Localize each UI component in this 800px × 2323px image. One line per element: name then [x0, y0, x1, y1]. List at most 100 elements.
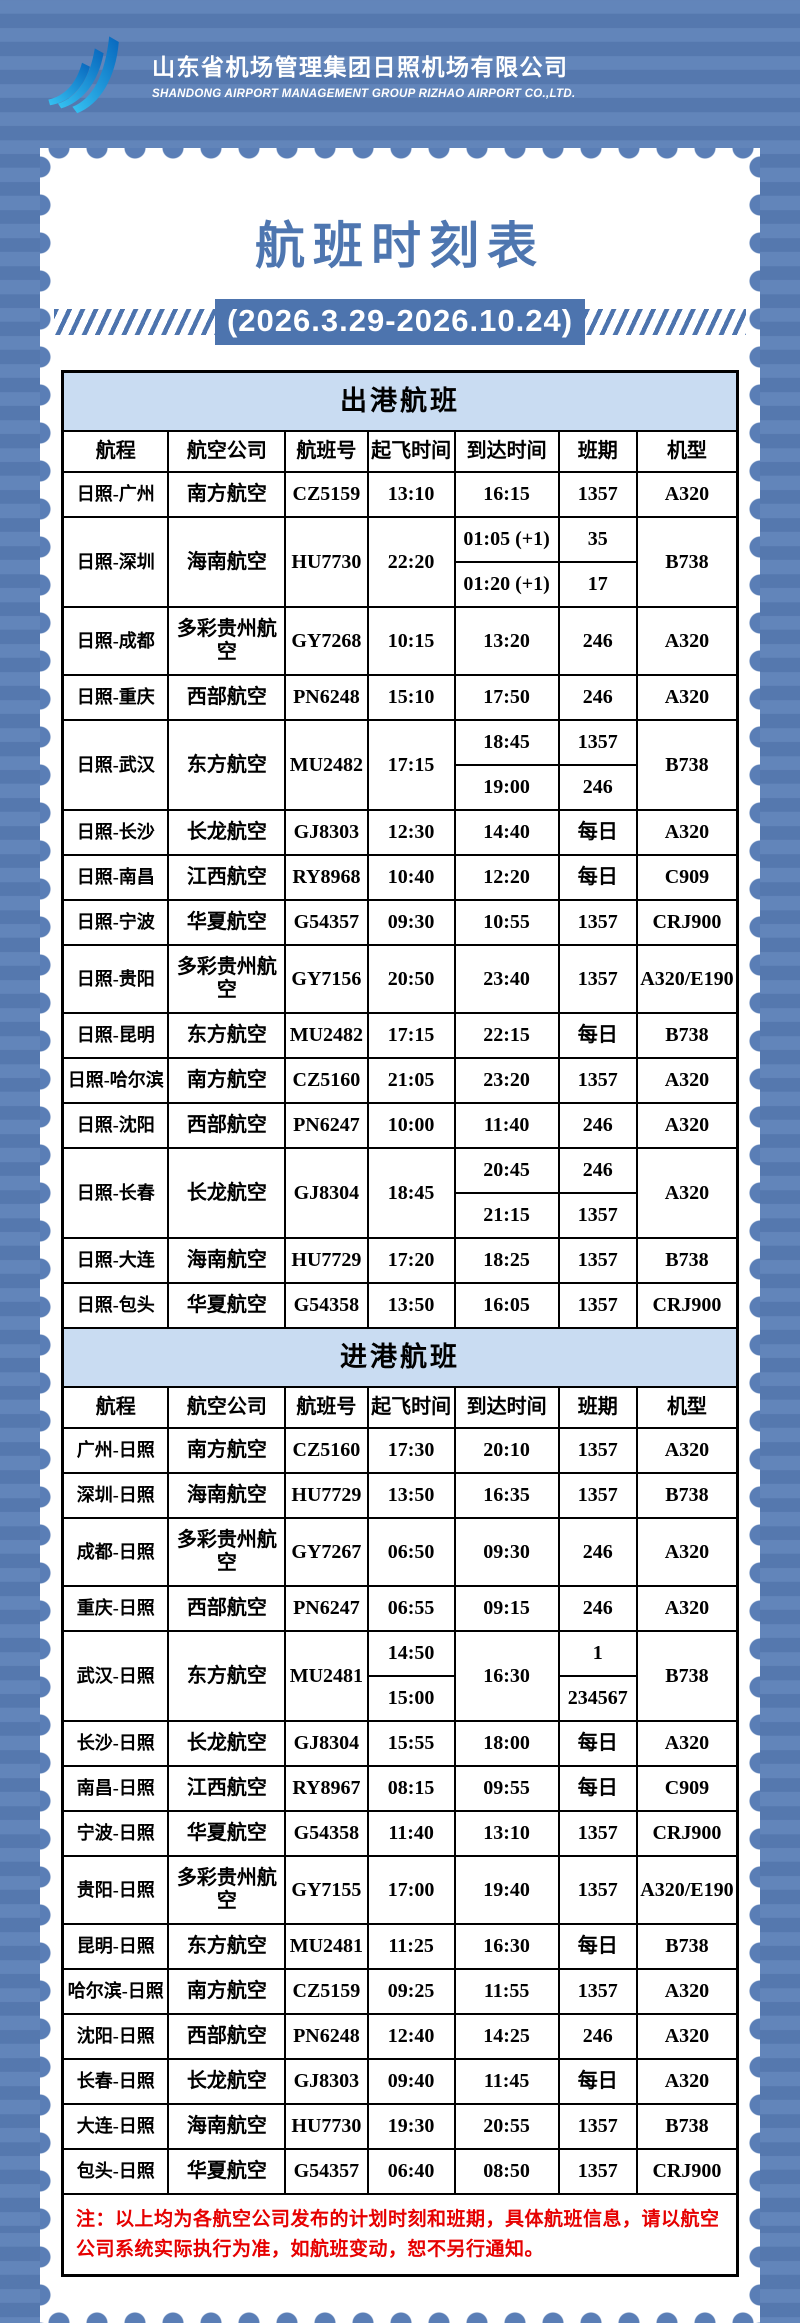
cell-aircraft: CRJ900 — [635, 1282, 739, 1330]
cell-aircraft: B738 — [635, 2103, 739, 2151]
cell-arrival-time: 09:55 — [453, 1765, 560, 1813]
cell-airline: 西部航空 — [167, 1585, 287, 1633]
cell-aircraft: A320 — [635, 1517, 739, 1588]
cell-days: 每日 — [557, 1765, 638, 1813]
cell-days: 1357 — [557, 1472, 638, 1520]
cell-aircraft: A320 — [635, 471, 739, 519]
cell-arrival-time: 16:30 — [453, 1630, 560, 1723]
cell-days: 246 — [557, 764, 638, 812]
column-header: 航空公司 — [167, 1386, 287, 1430]
cell-departure-time: 17:15 — [366, 1012, 456, 1060]
table-row: 日照-长春 长龙航空 GJ8304 18:45 20:45 246 A320 — [61, 1147, 739, 1240]
cell-flight-number: CZ5160 — [284, 1057, 369, 1105]
cell-airline: 西部航空 — [167, 2013, 287, 2061]
cell-flight-number: RY8968 — [284, 854, 369, 902]
column-header: 班期 — [557, 430, 638, 474]
cell-days: 每日 — [557, 854, 638, 902]
cell-aircraft: B738 — [635, 719, 739, 812]
cell-departure-time: 15:10 — [366, 674, 456, 722]
cell-departure-time: 09:30 — [366, 899, 456, 947]
table-row: 日照-沈阳 西部航空 PN6247 10:00 11:40 246 A320 — [61, 1102, 739, 1150]
cell-departure-time: 17:15 — [366, 719, 456, 812]
cell-aircraft: A320 — [635, 674, 739, 722]
cell-arrival-time: 14:25 — [453, 2013, 560, 2061]
cell-route: 日照-武汉 — [61, 719, 170, 812]
cell-arrival-time: 18:25 — [453, 1237, 560, 1285]
cell-departure-time: 19:30 — [366, 2103, 456, 2151]
column-header: 航班号 — [284, 1386, 369, 1430]
cell-departure-time: 12:40 — [366, 2013, 456, 2061]
cell-aircraft: A320 — [635, 1968, 739, 2016]
cell-days: 1357 — [557, 471, 638, 519]
cell-route: 日照-深圳 — [61, 516, 170, 609]
cell-route: 昆明-日照 — [61, 1923, 170, 1971]
cell-airline: 海南航空 — [167, 1472, 287, 1520]
cell-airline: 江西航空 — [167, 854, 287, 902]
cell-route: 广州-日照 — [61, 1427, 170, 1475]
cell-arrival-time: 17:50 — [453, 674, 560, 722]
cell-flight-number: PN6247 — [284, 1102, 369, 1150]
cell-aircraft: C909 — [635, 1765, 739, 1813]
column-header: 航班号 — [284, 430, 369, 474]
cell-arrival-time: 11:40 — [453, 1102, 560, 1150]
cell-flight-number: MU2482 — [284, 1012, 369, 1060]
cell-route: 沈阳-日照 — [61, 2013, 170, 2061]
cell-airline: 华夏航空 — [167, 1810, 287, 1858]
cell-departure-time: 08:15 — [366, 1765, 456, 1813]
cell-airline: 东方航空 — [167, 1012, 287, 1060]
cell-flight-number: HU7730 — [284, 2103, 369, 2151]
cell-arrival-time: 18:00 — [453, 1720, 560, 1768]
table-row: 日照-大连 海南航空 HU7729 17:20 18:25 1357 B738 — [61, 1237, 739, 1285]
cell-arrival-time: 20:10 — [453, 1427, 560, 1475]
cell-airline: 长龙航空 — [167, 1720, 287, 1768]
company-name-en: SHANDONG AIRPORT MANAGEMENT GROUP RIZHAO… — [152, 88, 576, 100]
cell-departure-time: 10:00 — [366, 1102, 456, 1150]
cell-days: 1 — [557, 1630, 638, 1678]
cell-flight-number: CZ5159 — [284, 471, 369, 519]
cell-airline: 多彩贵州航空 — [167, 1855, 287, 1926]
cell-flight-number: PN6248 — [284, 2013, 369, 2061]
cell-route: 日照-南昌 — [61, 854, 170, 902]
cell-route: 日照-昆明 — [61, 1012, 170, 1060]
cell-route: 深圳-日照 — [61, 1472, 170, 1520]
cell-flight-number: RY8967 — [284, 1765, 369, 1813]
table-row: 南昌-日照 江西航空 RY8967 08:15 09:55 每日 C909 — [61, 1765, 739, 1813]
table-row: 日照-包头 华夏航空 G54358 13:50 16:05 1357 CRJ900 — [61, 1282, 739, 1330]
cell-days: 每日 — [557, 809, 638, 857]
cell-aircraft: A320/E190 — [635, 944, 739, 1015]
cell-flight-number: GJ8304 — [284, 1147, 369, 1240]
cell-departure-time: 17:30 — [366, 1427, 456, 1475]
cell-departure-time: 22:20 — [366, 516, 456, 609]
cell-aircraft: C909 — [635, 854, 739, 902]
cell-route: 日照-长沙 — [61, 809, 170, 857]
table-row: 广州-日照 南方航空 CZ5160 17:30 20:10 1357 A320 — [61, 1427, 739, 1475]
cell-departure-time: 17:20 — [366, 1237, 456, 1285]
cell-flight-number: GY7155 — [284, 1855, 369, 1926]
cell-route: 日照-广州 — [61, 471, 170, 519]
cell-departure-time: 11:40 — [366, 1810, 456, 1858]
cell-days: 1357 — [557, 2148, 638, 2196]
company-name-cn: 山东省机场管理集团日照机场有限公司 — [152, 54, 569, 80]
cell-airline: 长龙航空 — [167, 2058, 287, 2106]
cell-airline: 东方航空 — [167, 719, 287, 812]
cell-flight-number: G54357 — [284, 2148, 369, 2196]
cell-aircraft: B738 — [635, 1923, 739, 1971]
timetable-body: 出港航班 航程 航空公司 航班号 起飞时间 到达时间 班期 机型 日照-广州 南方航空 CZ5159… — [61, 370, 739, 2277]
cell-route: 南昌-日照 — [61, 1765, 170, 1813]
cell-arrival-time: 10:55 — [453, 899, 560, 947]
cell-flight-number: GJ8303 — [284, 809, 369, 857]
cell-days: 1357 — [557, 1237, 638, 1285]
note-text: 注：以上均为各航空公司发布的计划时刻和班期，具体航班信息，请以航空公司系统实际执… — [61, 2193, 739, 2277]
cell-departure-time: 06:55 — [366, 1585, 456, 1633]
table-row: 日照-长沙 长龙航空 GJ8303 12:30 14:40 每日 A320 — [61, 809, 739, 857]
cell-airline: 南方航空 — [167, 471, 287, 519]
perforation-left-edge — [40, 148, 53, 2323]
top-header: 山东省机场管理集团日照机场有限公司 SHANDONG AIRPORT MANAG… — [0, 0, 800, 148]
table-row: 长沙-日照 长龙航空 GJ8304 15:55 18:00 每日 A320 — [61, 1720, 739, 1768]
cell-flight-number: GJ8304 — [284, 1720, 369, 1768]
table-row: 日照-成都 多彩贵州航空 GY7268 10:15 13:20 246 A320 — [61, 606, 739, 677]
cell-flight-number: HU7729 — [284, 1237, 369, 1285]
cell-airline: 东方航空 — [167, 1923, 287, 1971]
cell-days: 1357 — [557, 1192, 638, 1240]
